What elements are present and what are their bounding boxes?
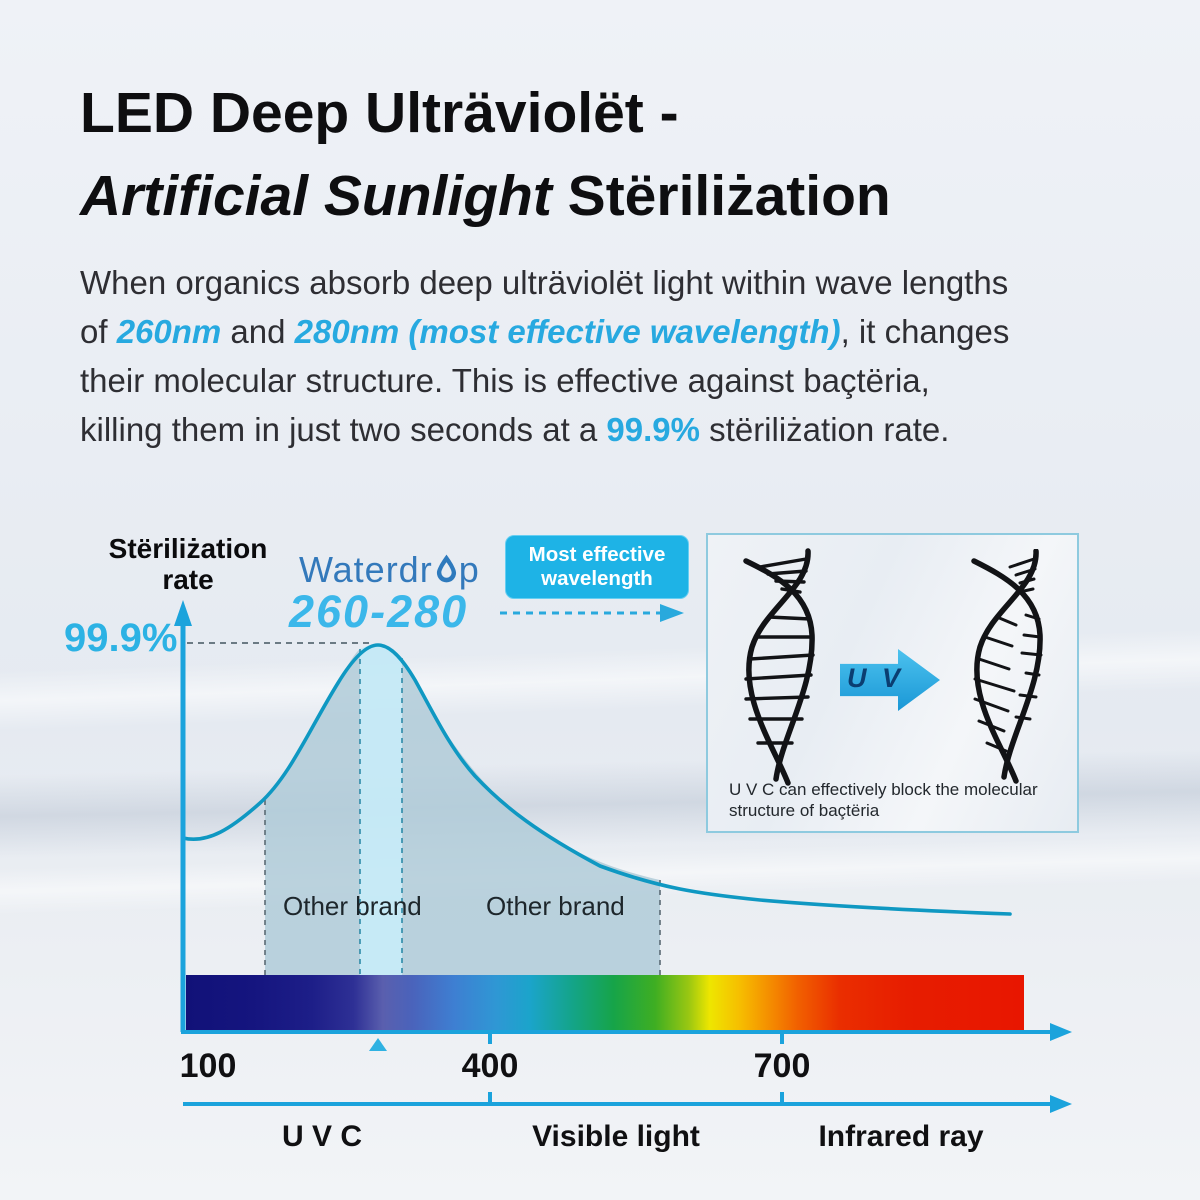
y-axis-label: Stëriliżation rate <box>108 533 268 595</box>
uvc-dna-panel: U V U V C can effectively block the mole… <box>706 533 1079 833</box>
segment-label-infrared-ray: Infrared ray <box>818 1120 983 1153</box>
x-tick-label-700: 700 <box>754 1047 811 1085</box>
title-line-1: LED Deep Ulträviolët - <box>80 81 679 145</box>
peak-value-label: 99.9% <box>64 616 178 660</box>
rate-999-highlight: 99.9% <box>606 411 700 448</box>
peak-position-marker <box>369 1038 387 1051</box>
segment-label-visible-light: Visible light <box>532 1120 700 1153</box>
other-brand-label-right: Other brand <box>486 891 625 921</box>
x-tick-label-100: 100 <box>180 1047 237 1085</box>
dna-helix-damaged <box>971 549 1043 784</box>
segment-label-uvc: U V C <box>282 1120 362 1153</box>
waterdrop-logo: Waterdr p <box>299 549 480 590</box>
title-line-2: Artificial Sunlight Stëriliżation <box>80 164 891 228</box>
badge-pointer-arrowhead <box>660 604 684 622</box>
paragraph-line: When organics absorb deep ulträviolët li… <box>80 264 1009 301</box>
most-effective-wavelength-badge: Most effective wavelength <box>505 535 689 599</box>
competitor-band-area-right <box>402 658 660 975</box>
wavelength-280-highlight: 280nm (most effective wavelength) <box>294 313 841 350</box>
x-tick-label-400: 400 <box>462 1047 519 1085</box>
uv-arrow-label: U V <box>847 663 905 693</box>
paragraph-line: killing them in just two seconds at a 99… <box>80 411 950 448</box>
competitor-band-area-left <box>265 649 360 975</box>
wavelength-260-highlight: 260nm <box>116 313 222 350</box>
brand-wavelength-range: 260-280 <box>289 586 469 637</box>
other-brand-label-left: Other brand <box>283 891 422 921</box>
light-spectrum-bar <box>186 975 1024 1030</box>
uv-arrow: U V <box>840 649 940 711</box>
x-axis-arrowhead <box>1050 1023 1072 1041</box>
y-axis-arrowhead <box>174 600 192 626</box>
segment-axis-arrowhead <box>1050 1095 1072 1113</box>
highlight-band-260-280 <box>360 645 402 975</box>
dna-helix-intact <box>743 548 815 786</box>
dna-panel-caption: U V C can effectively block the molecula… <box>729 780 1038 820</box>
paragraph-line: of 260nm and 280nm (most effective wavel… <box>80 313 1010 350</box>
intro-paragraph: When organics absorb deep ulträviolët li… <box>80 258 1009 454</box>
page-title: LED Deep Ulträviolët - Artificial Sunlig… <box>80 72 891 238</box>
paragraph-line: their molecular structure. This is effec… <box>80 362 930 399</box>
waterdrop-icon <box>436 554 456 583</box>
